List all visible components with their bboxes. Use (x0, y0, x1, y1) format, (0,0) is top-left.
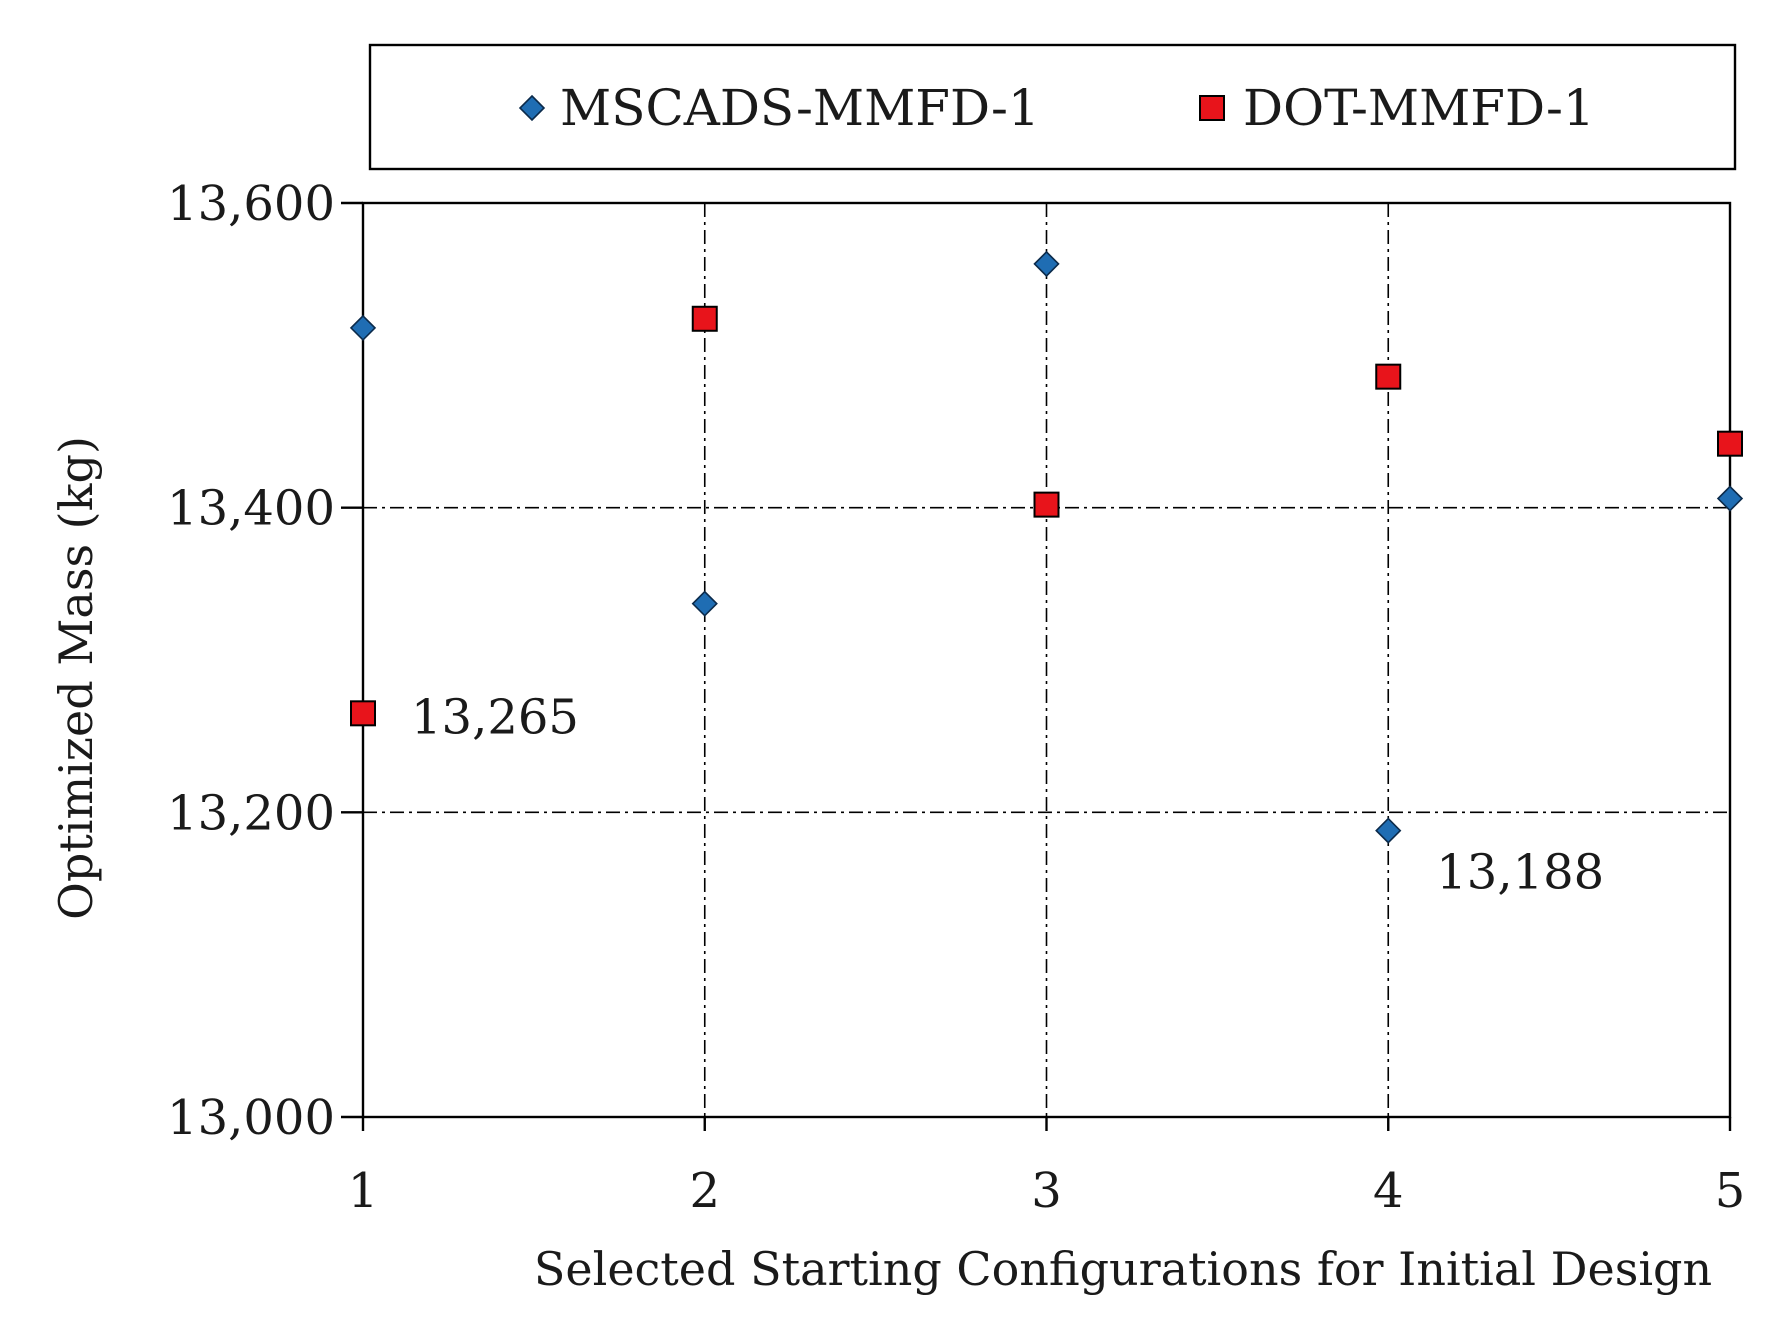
y-tick-label: 13,400 (167, 481, 335, 537)
diamond-point-2 (691, 590, 718, 617)
annotations: 13,265 13,188 (411, 689, 1604, 900)
square-point-1 (350, 700, 376, 727)
diamond-point-1 (349, 314, 377, 342)
x-tick-label: 1 (348, 1163, 379, 1219)
axes: 13,000 13,200 13,400 13,600 1 2 3 4 5 (167, 176, 1745, 1219)
x-tick-label: 5 (1715, 1163, 1746, 1219)
legend-label: MSCADS-MMFD-1 (560, 79, 1040, 137)
legend-marker-diamond (518, 94, 546, 122)
y-tick-label: 13,600 (167, 176, 335, 232)
square-point-3 (1033, 491, 1060, 518)
y-tick-label: 13,200 (167, 785, 335, 841)
data-points (349, 250, 1744, 844)
legend: MSCADS-MMFD-1 DOT-MMFD-1 (368, 43, 1737, 171)
legend-label: DOT-MMFD-1 (1243, 79, 1595, 137)
x-tick-label: 3 (1031, 1163, 1062, 1219)
square-point-5 (1717, 430, 1743, 457)
x-tick-label: 2 (689, 1163, 720, 1219)
legend-marker-square (1199, 95, 1225, 121)
data-label: 13,188 (1436, 845, 1604, 901)
legend-box (368, 43, 1737, 171)
x-tick-label: 4 (1373, 1163, 1404, 1219)
gridlines (363, 203, 1730, 1117)
square-point-4 (1375, 363, 1402, 390)
y-tick-label: 13,000 (167, 1090, 335, 1146)
data-label: 13,265 (411, 689, 579, 745)
x-axis-title: Selected Starting Configurations for Ini… (534, 1242, 1712, 1296)
square-point-2 (691, 305, 718, 332)
y-axis-title: Optimized Mass (kg) (49, 436, 103, 920)
diamond-point-3 (1033, 250, 1060, 278)
diamond-point-4 (1375, 817, 1402, 844)
diamond-point-5 (1716, 485, 1744, 512)
